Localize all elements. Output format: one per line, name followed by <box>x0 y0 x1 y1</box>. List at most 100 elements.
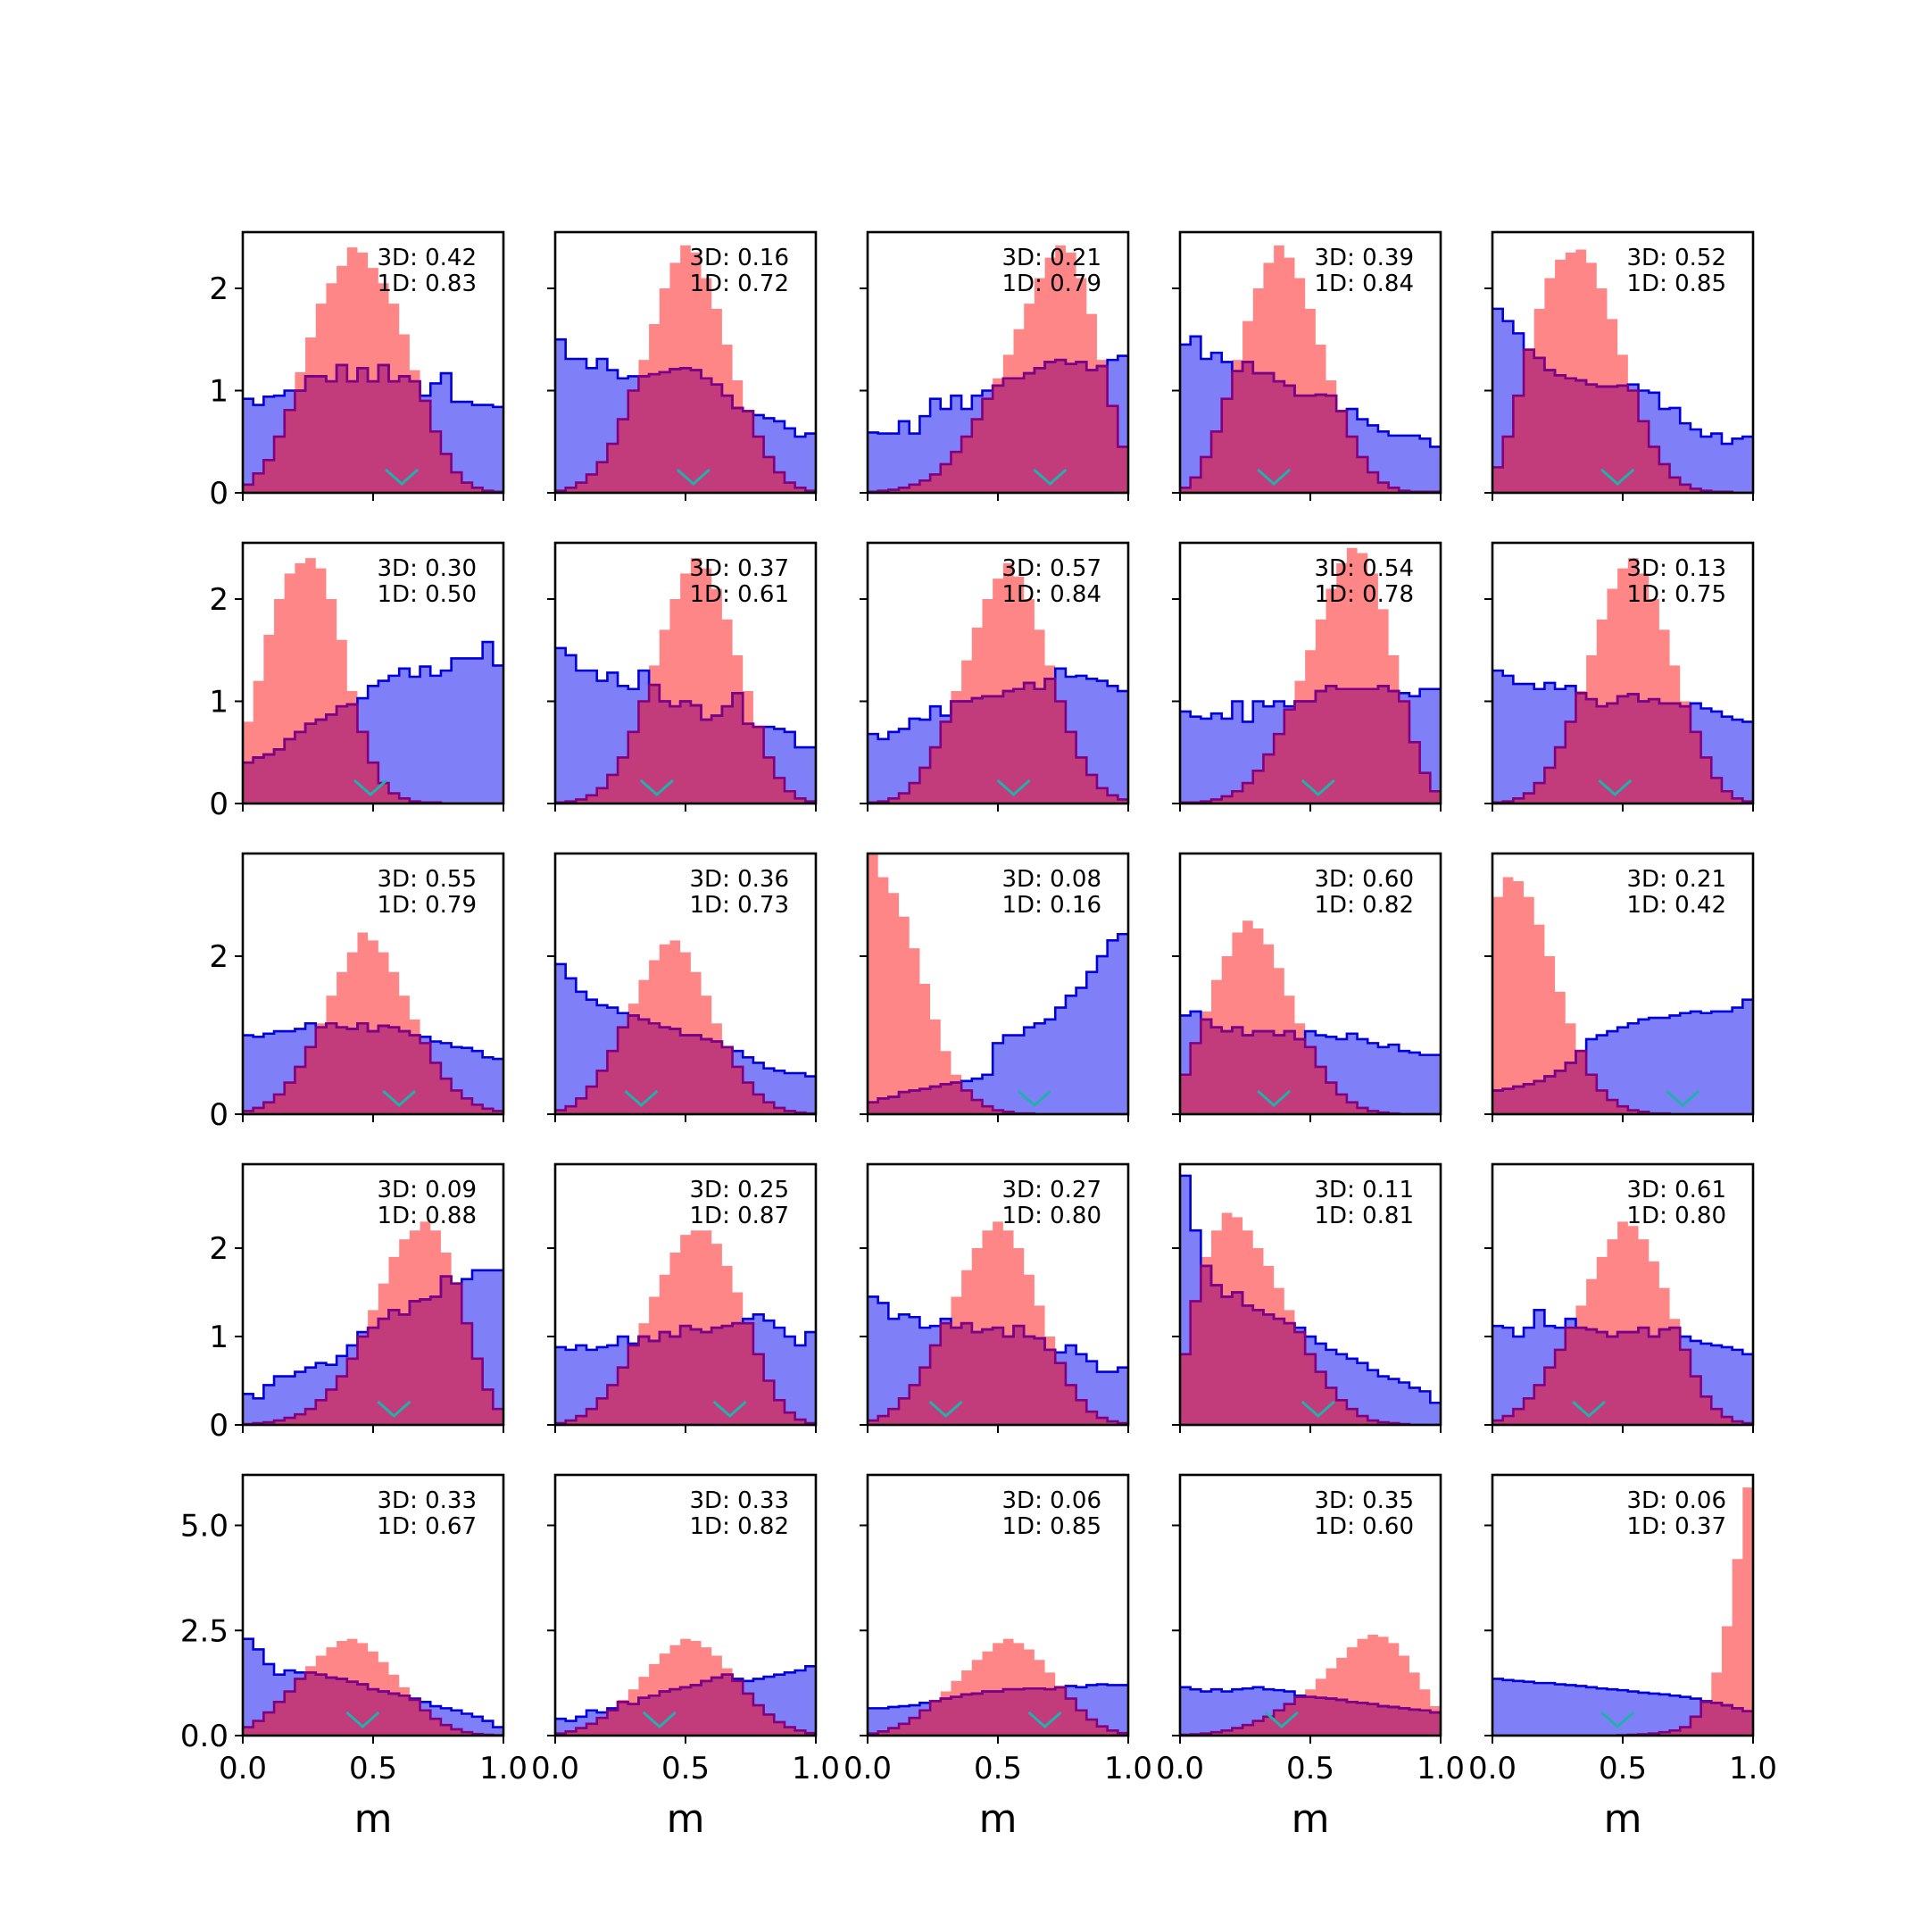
overlap-line <box>1180 1264 1441 1425</box>
overlap-line <box>555 1014 816 1114</box>
x-tick-label: 1.0 <box>1104 1751 1152 1786</box>
overlap-line <box>1180 1695 1441 1736</box>
x-tick-label: 0.0 <box>1156 1751 1204 1786</box>
overlap-fill <box>1492 1051 1753 1114</box>
x-tick-label: 0.5 <box>1286 1751 1334 1786</box>
red-histogram-fill <box>1492 877 1753 1114</box>
marker-v <box>1301 779 1335 797</box>
overlap-line <box>868 1686 1128 1735</box>
marker-v <box>1600 1711 1635 1729</box>
label-3d: 3D: 0.09 <box>378 1177 477 1203</box>
label-1d: 1D: 0.84 <box>1002 581 1101 608</box>
label-1d: 1D: 0.50 <box>378 581 477 608</box>
label-1d: 1D: 0.37 <box>1627 1513 1726 1540</box>
label-1d: 1D: 0.85 <box>1002 1513 1101 1540</box>
marker-v <box>676 468 711 487</box>
overlap-fill <box>243 1276 503 1425</box>
marker-v <box>1257 468 1292 487</box>
y-tick-label: 0 <box>209 1097 229 1133</box>
label-3d: 3D: 0.21 <box>1002 245 1101 271</box>
label-3d: 3D: 0.61 <box>1627 1177 1726 1203</box>
label-1d: 1D: 0.67 <box>378 1513 477 1540</box>
x-axis-label: m <box>1604 1796 1642 1842</box>
label-3d: 3D: 0.35 <box>1315 1487 1414 1514</box>
overlap-fill <box>868 1082 1128 1114</box>
label-3d: 3D: 0.27 <box>1002 1177 1101 1203</box>
overlap-fill <box>1492 693 1753 804</box>
marker-v <box>1598 779 1633 797</box>
overlap-line <box>1492 348 1753 493</box>
y-tick-label: 2.5 <box>180 1613 229 1649</box>
overlap-line <box>1180 1018 1441 1114</box>
overlap-line <box>555 683 816 804</box>
overlap-fill <box>868 1323 1128 1425</box>
label-1d: 1D: 0.81 <box>1315 1203 1414 1229</box>
y-tick-label: 0 <box>209 787 229 822</box>
y-tick-label: 2 <box>209 1231 229 1267</box>
marker-v <box>1264 1711 1299 1729</box>
blue-histogram-fill <box>868 934 1128 1114</box>
overlap-line <box>243 1671 503 1736</box>
x-tick-label: 0.0 <box>844 1751 892 1786</box>
label-3d: 3D: 0.57 <box>1002 555 1101 582</box>
overlap-line <box>1492 1326 1753 1425</box>
marker-v <box>712 1400 747 1419</box>
label-1d: 1D: 0.82 <box>690 1513 789 1540</box>
x-axis-label: m <box>1292 1796 1330 1842</box>
label-3d: 3D: 0.16 <box>690 245 789 271</box>
y-tick-label: 2 <box>209 271 229 307</box>
label-3d: 3D: 0.42 <box>378 245 477 271</box>
label-3d: 3D: 0.11 <box>1315 1177 1414 1203</box>
label-3d: 3D: 0.36 <box>690 866 789 893</box>
label-1d: 1D: 0.80 <box>1002 1203 1101 1229</box>
y-tick-label: 0.0 <box>180 1719 229 1754</box>
label-3d: 3D: 0.52 <box>1627 245 1726 271</box>
x-axis-label: m <box>667 1796 705 1842</box>
label-3d: 3D: 0.37 <box>690 555 789 582</box>
overlap-line <box>243 363 503 493</box>
label-1d: 1D: 0.88 <box>378 1203 477 1229</box>
blue-histogram-fill <box>1492 1678 1753 1736</box>
overlap-line <box>868 1081 1128 1114</box>
overlap-line <box>1492 1701 1753 1736</box>
overlap-line <box>868 677 1128 804</box>
label-1d: 1D: 0.16 <box>1002 892 1101 919</box>
marker-v <box>642 1711 677 1729</box>
x-tick-label: 1.0 <box>479 1751 528 1786</box>
marker-v <box>1017 1089 1051 1108</box>
y-tick-label: 0 <box>209 476 229 512</box>
marker-v <box>624 1089 659 1108</box>
x-tick-label: 1.0 <box>792 1751 840 1786</box>
x-axis-label: m <box>979 1796 1018 1842</box>
overlap-line <box>555 1321 816 1425</box>
y-tick-label: 1 <box>209 373 229 409</box>
overlap-fill <box>1180 1019 1441 1114</box>
y-tick-label: 1 <box>209 684 229 720</box>
overlap-fill <box>868 679 1128 804</box>
label-1d: 1D: 0.42 <box>1627 892 1726 919</box>
label-1d: 1D: 0.82 <box>1315 892 1414 919</box>
x-tick-label: 1.0 <box>1729 1751 1777 1786</box>
label-1d: 1D: 0.72 <box>690 271 789 297</box>
marker-v <box>382 1089 417 1108</box>
marker-v <box>1666 1089 1700 1108</box>
y-tick-label: 5.0 <box>180 1509 229 1545</box>
marker-v <box>345 1711 380 1729</box>
overlap-line <box>555 1673 816 1735</box>
overlap-fill <box>555 685 816 804</box>
label-1d: 1D: 0.73 <box>690 892 789 919</box>
